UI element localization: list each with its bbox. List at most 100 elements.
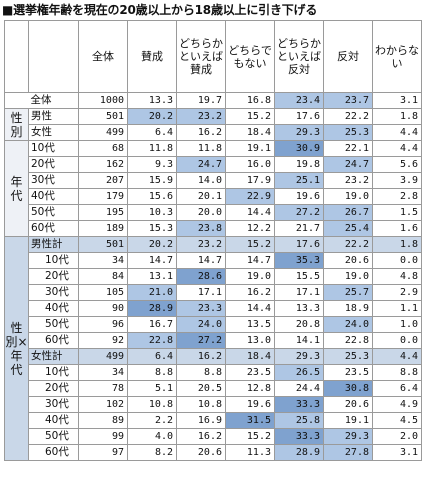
value-cell: 27.8 (323, 444, 373, 461)
column-header: どちらでもない (225, 20, 275, 93)
sample-size-cell: 97 (78, 444, 128, 461)
value-cell: 19.0 (323, 188, 373, 205)
value-cell: 17.1 (274, 284, 324, 301)
value-cell: 20.1 (176, 188, 226, 205)
value-cell: 17.1 (176, 284, 226, 301)
row-label: 50代 (28, 428, 79, 445)
sample-size-cell: 99 (78, 428, 128, 445)
value-cell: 6.4 (127, 348, 177, 365)
row-label: 30代 (28, 284, 79, 301)
table-row: 10代 34 14.7 14.7 14.7 35.3 20.6 0.0 (5, 252, 422, 269)
value-cell: 9.3 (127, 156, 177, 173)
value-cell: 16.2 (176, 124, 226, 141)
value-cell: 22.8 (127, 332, 177, 349)
value-cell: 8.8 (372, 364, 422, 381)
value-cell: 25.3 (323, 348, 373, 365)
sample-size-cell: 499 (78, 348, 128, 365)
row-label: 60代 (28, 444, 79, 461)
value-cell: 4.8 (372, 268, 422, 285)
value-cell: 16.2 (176, 428, 226, 445)
sample-size-cell: 179 (78, 188, 128, 205)
row-label: 20代 (28, 156, 79, 173)
value-cell: 16.7 (127, 316, 177, 333)
row-label: 男性計 (28, 236, 79, 253)
value-cell: 30.9 (274, 140, 324, 157)
value-cell: 25.3 (323, 124, 373, 141)
header-corner (4, 20, 29, 93)
value-cell: 19.0 (225, 268, 275, 285)
value-cell: 26.7 (323, 204, 373, 221)
table-row: 10代 34 8.8 8.8 23.5 26.5 23.5 8.8 (5, 364, 422, 381)
row-label: 女性計 (28, 348, 79, 365)
value-cell: 6.4 (127, 124, 177, 141)
value-cell: 8.8 (127, 364, 177, 381)
table-row: 女性 499 6.4 16.2 18.4 29.3 25.3 4.4 (5, 124, 422, 141)
value-cell: 15.2 (225, 428, 275, 445)
value-cell: 24.0 (176, 316, 226, 333)
row-label: 10代 (28, 364, 79, 381)
value-cell: 23.5 (225, 364, 275, 381)
sample-size-cell: 105 (78, 284, 128, 301)
sample-size-cell: 34 (78, 252, 128, 269)
sample-size-cell: 501 (78, 108, 128, 125)
value-cell: 28.9 (127, 300, 177, 317)
value-cell: 17.9 (225, 172, 275, 189)
value-cell: 23.2 (176, 236, 226, 253)
value-cell: 16.2 (225, 284, 275, 301)
value-cell: 19.8 (274, 156, 324, 173)
value-cell: 16.9 (176, 412, 226, 429)
row-label: 30代 (28, 396, 79, 413)
value-cell: 12.2 (225, 220, 275, 237)
value-cell: 28.9 (274, 444, 324, 461)
table-summary-row: 女性計 499 6.4 16.2 18.4 29.3 25.3 4.4 (5, 348, 422, 365)
table-row: 50代 96 16.7 24.0 13.5 20.8 24.0 1.0 (5, 316, 422, 333)
value-cell: 12.8 (225, 380, 275, 397)
group-label: 性別×年代 (4, 236, 29, 461)
row-label: 60代 (28, 332, 79, 349)
table-row: 全体 1000 13.3 19.7 16.8 23.4 23.7 3.1 (4, 92, 422, 109)
value-cell: 25.8 (274, 412, 324, 429)
sample-size-cell: 90 (78, 300, 128, 317)
value-cell: 25.4 (323, 220, 373, 237)
value-cell: 15.3 (127, 220, 177, 237)
sample-size-cell: 89 (78, 412, 128, 429)
table-body: 全体 賛成 どちらかといえば賛成 どちらでもない どちらかといえば反対 反対 わ… (4, 20, 422, 461)
value-cell: 27.2 (274, 204, 324, 221)
value-cell: 15.2 (225, 108, 275, 125)
value-cell: 2.8 (372, 188, 422, 205)
sample-size-cell: 189 (78, 220, 128, 237)
value-cell: 24.7 (176, 156, 226, 173)
table-row: 性別 男性 501 20.2 23.2 15.2 17.6 22.2 1.8 (4, 108, 422, 141)
value-cell: 14.7 (225, 252, 275, 269)
value-cell: 28.6 (176, 268, 226, 285)
value-cell: 14.0 (176, 172, 226, 189)
table-row: 60代 189 15.3 23.8 12.2 21.7 25.4 1.6 (5, 220, 422, 237)
value-cell: 1.0 (372, 316, 422, 333)
value-cell: 15.5 (274, 268, 324, 285)
table-row: 60代 97 8.2 20.6 11.3 28.9 27.8 3.1 (5, 444, 422, 461)
row-label: 10代 (28, 140, 79, 157)
table-row: 30代 105 21.0 17.1 16.2 17.1 25.7 2.9 (5, 284, 422, 301)
sample-size-cell: 195 (78, 204, 128, 221)
value-cell: 22.9 (225, 188, 275, 205)
sample-size-cell: 501 (78, 236, 128, 253)
row-label: 50代 (28, 204, 79, 221)
value-cell: 1.5 (372, 204, 422, 221)
table-row: 20代 162 9.3 24.7 16.0 19.8 24.7 5.6 (5, 156, 422, 173)
row-label: 全体 (4, 92, 79, 109)
value-cell: 10.8 (176, 396, 226, 413)
value-cell: 3.1 (372, 92, 422, 109)
value-cell: 0.0 (372, 332, 422, 349)
table-row: 50代 195 10.3 20.0 14.4 27.2 26.7 1.5 (5, 204, 422, 221)
value-cell: 8.2 (127, 444, 177, 461)
value-cell: 10.8 (127, 396, 177, 413)
value-cell: 1.6 (372, 220, 422, 237)
value-cell: 2.0 (372, 428, 422, 445)
column-header: どちらかといえば反対 (274, 20, 324, 93)
value-cell: 14.4 (225, 204, 275, 221)
value-cell: 20.2 (127, 236, 177, 253)
header-corner-label (28, 20, 79, 93)
value-cell: 0.0 (372, 252, 422, 269)
value-cell: 20.0 (176, 204, 226, 221)
value-cell: 23.7 (323, 92, 373, 109)
